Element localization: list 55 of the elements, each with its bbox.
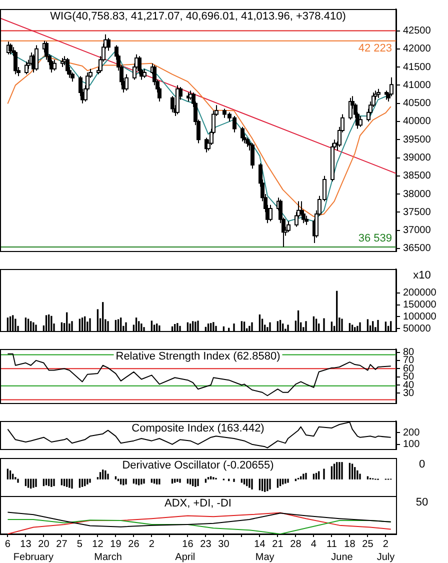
y-tick-label: 38500 [403,170,432,182]
x-tick-label: 11 [326,538,338,550]
x-tick-label: 23 [200,538,212,550]
text: 0 [418,458,426,471]
x-tick-label: 2 [382,538,389,550]
x-tick-label: 19 [110,538,122,550]
x-tick-label: 12 [92,538,104,550]
y-tick-label: 41500 [403,62,432,73]
chart-title: WIG(40,758.83, 41,217.07, 40,696.01, 41,013.96, +378.410) [50,10,346,23]
y-tick-label: 37000 [403,225,432,236]
y-tick-label: 42000 [403,44,432,55]
x2-tick-label: May [255,552,274,563]
y-tick-label: 39000 [403,152,432,164]
chart-title: Composite Index (163.442) [132,422,264,435]
y-tick-label: 42500 [403,26,432,37]
ref-line-label: 42 223 [358,42,392,54]
y-tick-label: 100000 [403,311,437,322]
x-tick-label: 14 [254,538,266,550]
x-tick-label: 20 [38,538,50,550]
x2-tick-label: February [13,552,54,563]
x2-tick-label: July [376,552,395,563]
y-tick-label: 200 [403,427,420,438]
x-tick-label: 28 [290,538,302,550]
x2-tick-label: April [175,552,196,563]
y-tick-label: 40000 [403,116,432,128]
ref-line-label: 36 539 [358,232,392,245]
x-tick-label: 21 [272,538,284,550]
x-tick-label: 4 [310,538,317,550]
x-tick-label: 13 [20,538,32,550]
chart-title: Derivative Oscillator (-0.20655) [122,460,274,472]
x-tick-label: 2 [148,538,155,550]
x-tick-label: 30 [218,538,230,550]
chart-title: Relative Strength Index (62.8580) [116,350,280,363]
y-tick-label: 39500 [403,134,432,146]
y-tick-label: 100 [403,439,420,450]
y-tick-label: 40500 [403,98,432,110]
x2-tick-label: March [94,552,122,563]
y-tick-label: 41000 [403,80,432,91]
y-tick-label: 200000 [403,288,437,299]
x-tick-label: 18 [344,538,356,550]
y-tick-label: 37500 [403,206,432,218]
y-tick-label: 36500 [403,243,432,254]
y-tick-label: 150000 [403,300,437,311]
x2-tick-label: June [331,552,354,563]
x-tick-label: 26 [128,538,140,550]
x-tick-label: 6 [4,538,11,550]
y-tick-label: 38000 [403,188,432,200]
x-tick-label: 5 [76,538,83,550]
text: x10 [413,270,431,282]
chart-title: ADX, +DI, -DI [164,498,232,510]
x-tick-label: 25 [362,538,374,550]
x-tick-label: 27 [56,538,68,550]
x-tick-label: 16 [182,538,194,550]
y-tick-label: 50000 [403,323,432,334]
y-tick-label: 30 [403,388,415,399]
